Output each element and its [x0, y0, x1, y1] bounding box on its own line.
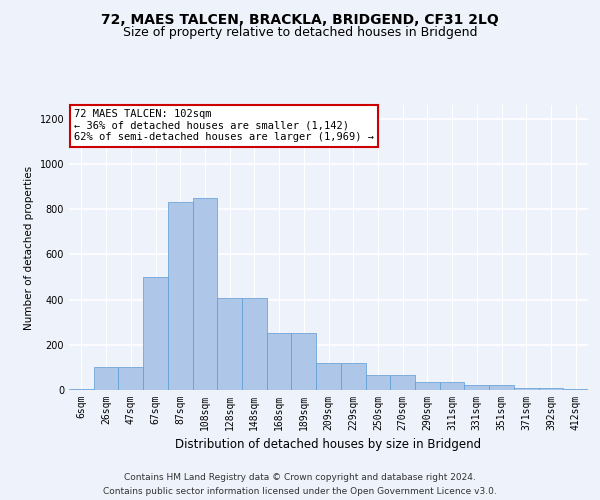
Bar [514, 388, 539, 390]
Bar [464, 386, 489, 390]
Text: Size of property relative to detached houses in Bridgend: Size of property relative to detached ho… [123, 26, 477, 39]
Text: Contains public sector information licensed under the Open Government Licence v3: Contains public sector information licen… [103, 488, 497, 496]
Bar [94, 368, 118, 390]
Text: 72 MAES TALCEN: 102sqm
← 36% of detached houses are smaller (1,142)
62% of semi-: 72 MAES TALCEN: 102sqm ← 36% of detached… [74, 110, 374, 142]
Bar [390, 376, 415, 390]
Bar [341, 363, 365, 390]
Bar [489, 386, 514, 390]
Bar [242, 298, 267, 390]
Bar [292, 334, 316, 390]
Bar [118, 368, 143, 390]
Bar [539, 388, 563, 390]
Bar [267, 334, 292, 390]
X-axis label: Distribution of detached houses by size in Bridgend: Distribution of detached houses by size … [175, 438, 482, 452]
Bar [365, 376, 390, 390]
Bar [69, 389, 94, 390]
Bar [316, 363, 341, 390]
Bar [168, 202, 193, 390]
Bar [415, 382, 440, 390]
Bar [217, 298, 242, 390]
Y-axis label: Number of detached properties: Number of detached properties [24, 166, 34, 330]
Text: Contains HM Land Registry data © Crown copyright and database right 2024.: Contains HM Land Registry data © Crown c… [124, 472, 476, 482]
Bar [143, 277, 168, 390]
Bar [440, 382, 464, 390]
Text: 72, MAES TALCEN, BRACKLA, BRIDGEND, CF31 2LQ: 72, MAES TALCEN, BRACKLA, BRIDGEND, CF31… [101, 12, 499, 26]
Bar [193, 198, 217, 390]
Bar [563, 389, 588, 390]
